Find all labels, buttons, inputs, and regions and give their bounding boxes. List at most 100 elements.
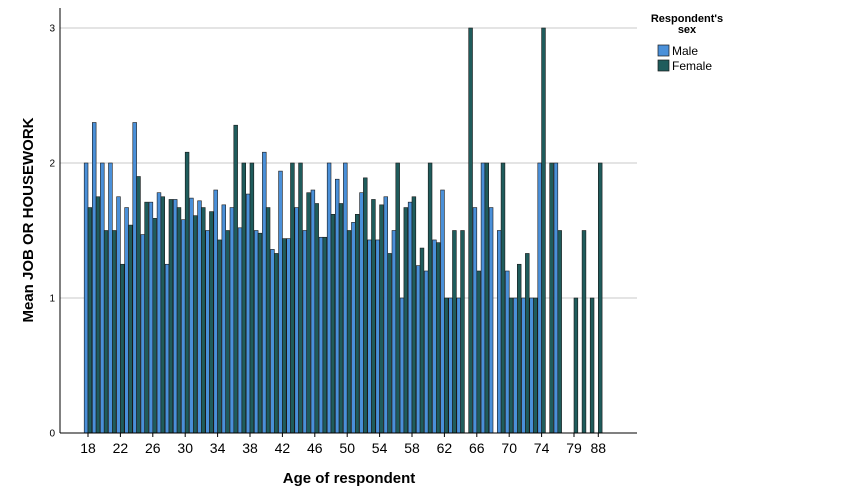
- bar-female-27: [160, 196, 165, 434]
- bar-male-53: [367, 239, 372, 434]
- bar-female-18: [87, 207, 93, 434]
- bar-female-65: [468, 27, 473, 434]
- x-tick-label: 50: [339, 440, 355, 456]
- bar-male-73: [529, 297, 534, 434]
- bar-male-54: [375, 239, 380, 434]
- bar-female-50: [346, 230, 352, 434]
- bar-female-56: [395, 162, 400, 434]
- bar-female-70: [508, 297, 514, 434]
- legend-title: sex: [678, 24, 697, 36]
- bar-male-19: [92, 122, 97, 434]
- bar-male-70: [505, 270, 510, 434]
- bar-male-62: [440, 189, 445, 434]
- x-tick-label: 22: [113, 440, 129, 456]
- x-tick-label: 79: [566, 440, 582, 456]
- bar-female-60: [427, 162, 433, 434]
- bar-female-88: [597, 162, 603, 434]
- bar-male-43: [286, 238, 291, 434]
- bar-female-54: [379, 204, 384, 434]
- bar-female-79: [573, 297, 579, 434]
- x-tick-label: 30: [177, 440, 193, 456]
- legend-swatch-male: [657, 44, 670, 57]
- bar-female-38: [249, 162, 255, 434]
- bar-female-76: [557, 230, 562, 434]
- x-tick-label: 46: [307, 440, 323, 456]
- bar-female-22: [120, 263, 125, 434]
- bar-male-66: [472, 207, 478, 434]
- bar-female-23: [128, 224, 133, 434]
- bar-male-41: [270, 249, 275, 434]
- bar-female-67: [484, 162, 489, 434]
- bar-male-27: [156, 192, 162, 434]
- bar-male-45: [302, 230, 307, 434]
- legend-label-female: Female: [672, 59, 712, 73]
- bar-female-28: [168, 199, 174, 434]
- bar-female-80: [581, 230, 587, 434]
- bar-female-64: [460, 230, 465, 434]
- bar-male-36: [229, 207, 235, 434]
- bar-male-18: [83, 162, 89, 434]
- bar-male-39: [254, 230, 259, 434]
- bar-male-42: [278, 170, 283, 434]
- bar-female-24: [136, 176, 141, 434]
- bar-male-68: [488, 207, 494, 434]
- bar-male-38: [245, 193, 251, 434]
- bar-female-30: [184, 151, 190, 434]
- bar-female-75: [549, 162, 554, 434]
- bar-female-20: [103, 230, 109, 434]
- bar-female-35: [225, 230, 230, 434]
- bar-male-35: [221, 204, 226, 434]
- bar-male-22: [116, 196, 121, 434]
- x-tick-label: 66: [469, 440, 485, 456]
- bar-male-59: [415, 265, 421, 434]
- bar-female-42: [282, 238, 287, 434]
- bar-female-37: [241, 162, 246, 434]
- bar-female-19: [95, 196, 101, 434]
- x-tick-label: 58: [404, 440, 420, 456]
- bar-male-67: [480, 162, 486, 434]
- bar-male-74: [537, 162, 542, 434]
- bar-male-71: [513, 297, 518, 434]
- bar-male-61: [432, 239, 437, 434]
- bar-female-26: [152, 218, 157, 434]
- bar-male-40: [262, 151, 267, 434]
- bar-female-33: [209, 211, 214, 434]
- bar-female-49: [338, 203, 344, 434]
- bar-male-64: [456, 297, 461, 434]
- bar-male-30: [181, 219, 186, 434]
- bar-female-25: [144, 201, 149, 434]
- x-tick-label: 26: [145, 440, 161, 456]
- bar-male-48: [326, 162, 332, 434]
- bar-female-48: [330, 214, 336, 434]
- y-tick-label: 1: [49, 294, 55, 305]
- bar-female-43: [290, 162, 295, 434]
- x-tick-label: 62: [437, 440, 453, 456]
- bar-male-29: [173, 199, 178, 434]
- bars: [83, 27, 603, 434]
- bar-male-32: [197, 200, 202, 434]
- bar-male-60: [424, 270, 429, 434]
- bar-female-63: [452, 230, 457, 434]
- bar-male-31: [189, 197, 194, 434]
- bar-male-63: [448, 297, 453, 434]
- bar-male-69: [496, 230, 502, 434]
- bar-male-56: [391, 230, 397, 434]
- bar-female-58: [411, 196, 417, 434]
- x-tick-label: 88: [591, 440, 607, 456]
- bar-female-51: [354, 214, 360, 434]
- bar-female-21: [112, 230, 117, 434]
- bar-male-37: [237, 227, 243, 434]
- x-tick-label: 74: [534, 440, 550, 456]
- bar-female-39: [257, 232, 263, 434]
- bar-male-23: [124, 207, 129, 434]
- bar-male-55: [383, 196, 388, 434]
- x-tick-label: 70: [501, 440, 517, 456]
- bar-female-73: [533, 297, 538, 434]
- y-tick-label: 3: [49, 24, 55, 35]
- bar-female-59: [419, 247, 425, 434]
- y-tick-label: 2: [49, 159, 55, 170]
- bar-female-61: [435, 242, 441, 434]
- bar-female-62: [444, 297, 449, 434]
- x-axis-title: Age of respondent: [283, 470, 416, 487]
